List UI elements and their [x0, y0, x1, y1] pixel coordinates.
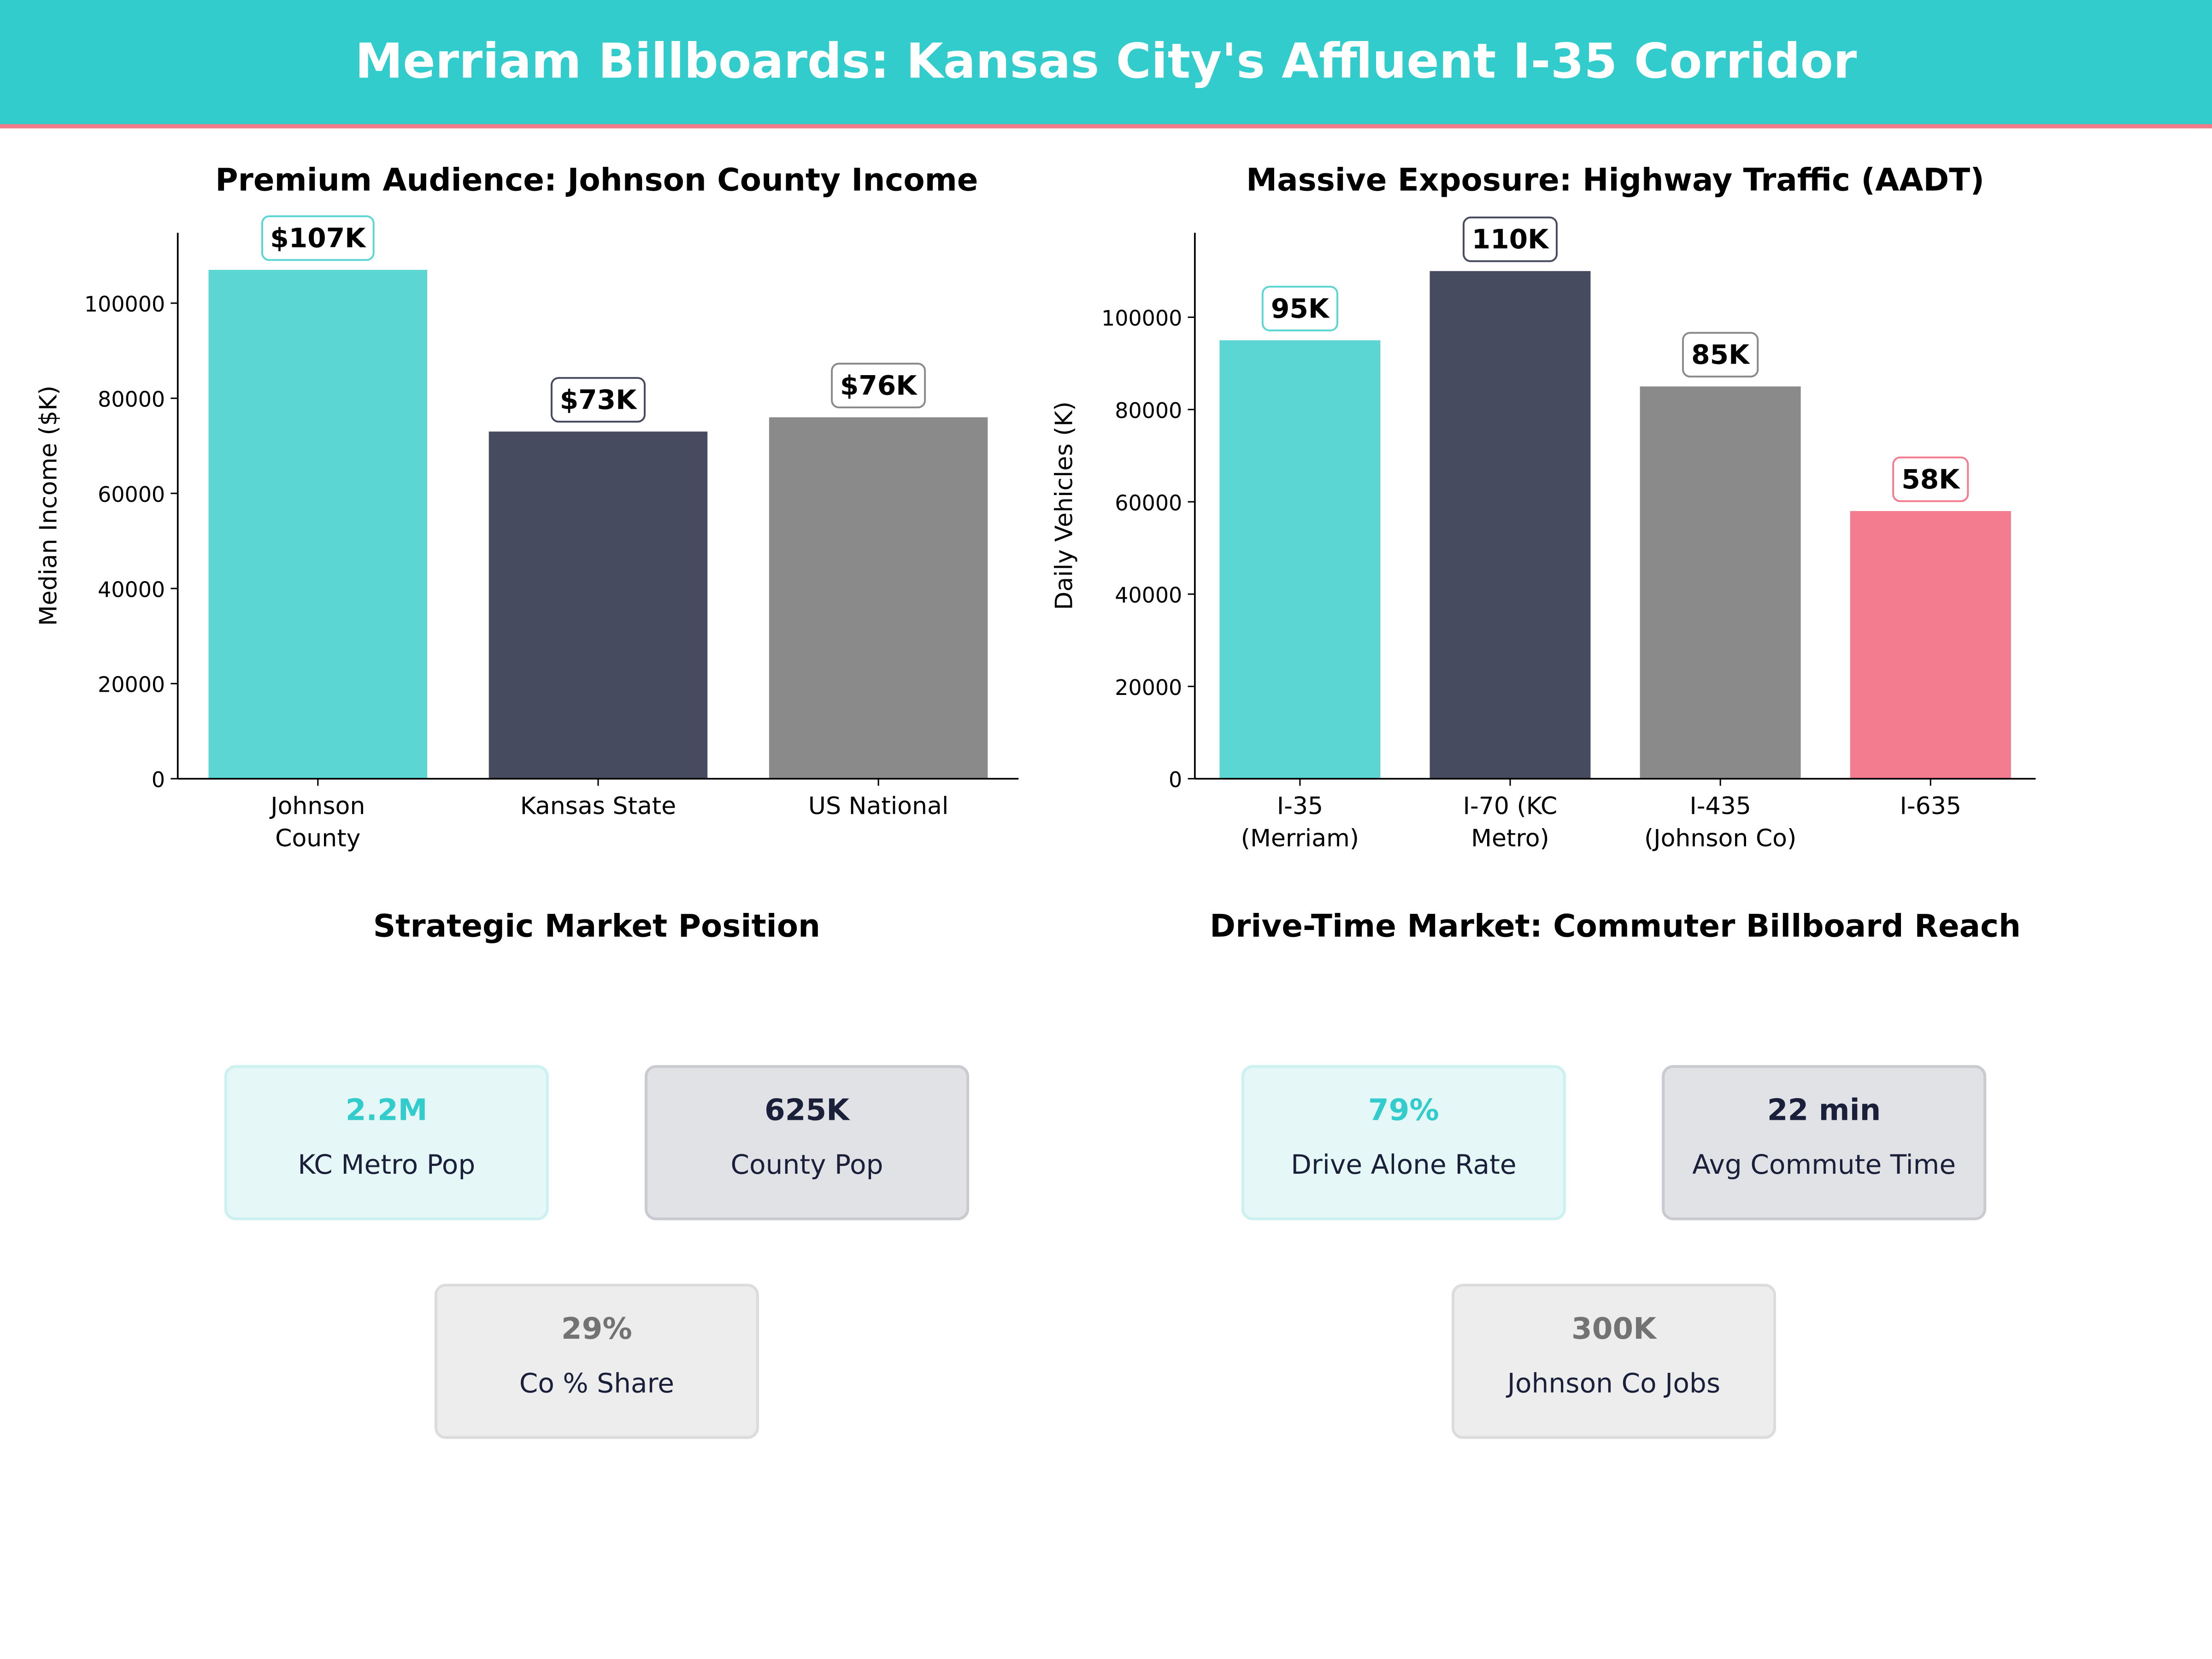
metric-card-drive-alone: 79% Drive Alone Rate — [1241, 1065, 1566, 1220]
metric-card-county-share: 29% Co % Share — [434, 1283, 759, 1439]
x-tick-label: US National — [808, 792, 948, 820]
metric-card-county-pop: 625K County Pop — [644, 1065, 970, 1220]
y-tick-label: 40000 — [1115, 583, 1182, 608]
metric-value: 29% — [561, 1312, 632, 1346]
metric-card-commute-time: 22 min Avg Commute Time — [1662, 1065, 1987, 1220]
x-tick-label: (Johnson Co) — [1644, 825, 1796, 853]
y-axis-label: Median Income ($K) — [35, 386, 62, 626]
y-tick-label: 0 — [1169, 767, 1182, 792]
header-banner: Merriam Billboards: Kansas City's Afflue… — [0, 0, 2212, 129]
x-tick-label: Metro) — [1471, 825, 1549, 853]
bar — [1219, 340, 1381, 779]
metric-value: 79% — [1368, 1093, 1439, 1127]
x-tick-label: Kansas State — [520, 792, 676, 820]
drive-title: Drive-Time Market: Commuter Billboard Re… — [1210, 910, 2021, 946]
y-tick-label: 0 — [152, 767, 165, 792]
metric-value: 300K — [1571, 1312, 1656, 1346]
x-tick-label: I-70 (KC — [1463, 792, 1558, 820]
data-label-box — [1261, 286, 1339, 331]
page-title: Merriam Billboards: Kansas City's Afflue… — [355, 34, 1857, 90]
data-label: 58K — [1901, 464, 1960, 495]
bar — [1850, 511, 2011, 779]
y-tick-label: 20000 — [98, 672, 165, 697]
bar — [1640, 386, 1801, 779]
metric-value: 22 min — [1767, 1093, 1881, 1127]
y-tick-label: 40000 — [98, 577, 165, 602]
x-tick-label: I-635 — [1900, 792, 1961, 820]
x-tick-label: I-435 — [1689, 792, 1751, 820]
metric-value: 625K — [764, 1093, 849, 1127]
y-tick-label: 80000 — [1115, 398, 1182, 423]
market-title: Strategic Market Position — [373, 910, 820, 946]
data-label: 95K — [1271, 293, 1330, 324]
y-tick-label: 100000 — [1101, 306, 1182, 331]
y-tick-label: 60000 — [1115, 490, 1182, 515]
bar — [208, 270, 428, 779]
data-label: $76K — [840, 370, 918, 401]
x-tick-label: Johnson — [269, 792, 365, 820]
metric-label: Co % Share — [519, 1368, 675, 1400]
data-label-box — [261, 215, 375, 261]
data-label-box — [1682, 332, 1759, 378]
bar — [1430, 271, 1591, 779]
x-tick-label: County — [275, 825, 360, 853]
data-label-box — [831, 363, 926, 409]
data-label: 85K — [1691, 339, 1750, 371]
y-tick-label: 100000 — [84, 292, 165, 317]
y-tick-label: 80000 — [98, 387, 165, 412]
metric-label: County Pop — [730, 1149, 883, 1181]
charts-canvas: $107K Johnson County $73K Kansas State $76K US… — [35, 215, 2036, 853]
x-tick-label: (Merriam) — [1241, 825, 1359, 853]
metric-label: Drive Alone Rate — [1291, 1149, 1517, 1181]
metric-card-metro-pop: 2.2M KC Metro Pop — [224, 1065, 549, 1220]
metric-card-jobs: 300K Johnson Co Jobs — [1451, 1283, 1777, 1439]
x-tick-label: I-35 — [1277, 792, 1323, 820]
data-label: $73K — [560, 384, 637, 415]
data-label-box — [1463, 216, 1558, 262]
data-label-box — [1892, 456, 1969, 502]
income-chart-title: Premium Audience: Johnson County Income — [215, 164, 978, 199]
y-tick-label: 60000 — [98, 482, 165, 507]
data-label: $107K — [270, 223, 366, 254]
metric-value: 2.2M — [345, 1093, 428, 1127]
bar — [488, 431, 708, 779]
y-axis-label: Daily Vehicles (K) — [1051, 401, 1078, 610]
metric-label: KC Metro Pop — [298, 1149, 476, 1181]
y-tick-label: 20000 — [1115, 675, 1182, 700]
bar — [769, 417, 988, 779]
metric-label: Johnson Co Jobs — [1507, 1368, 1721, 1400]
metric-label: Avg Commute Time — [1692, 1149, 1956, 1181]
data-label-box — [550, 377, 646, 423]
traffic-chart-title: Massive Exposure: Highway Traffic (AADT) — [1246, 164, 1984, 199]
data-label: 110K — [1472, 224, 1549, 255]
